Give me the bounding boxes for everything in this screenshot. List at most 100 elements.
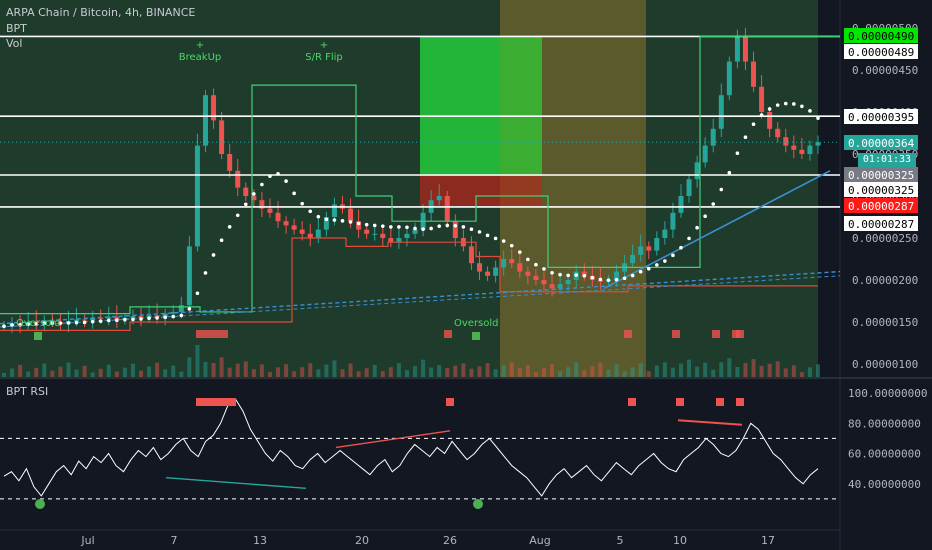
candle-body [694, 162, 700, 180]
indicator-bpt-label[interactable]: BPT [6, 22, 27, 35]
volume-bar [574, 362, 579, 377]
ma-dot [743, 135, 748, 139]
price-tag-bg [844, 135, 918, 150]
ma-dot [235, 213, 240, 218]
rsi-sell-marker [228, 398, 236, 406]
candle-body [734, 36, 740, 62]
sell-marker [624, 330, 632, 338]
volume-bar [74, 369, 79, 377]
rsi-sell-marker [676, 398, 684, 406]
ma-dot [566, 273, 570, 278]
volume-bar [413, 366, 418, 377]
candle-body [404, 233, 410, 238]
candle-body [630, 254, 636, 264]
oversold-label-2: Oversold [454, 318, 499, 329]
time-tick-label: Aug [529, 534, 550, 547]
oversold-label-1: Oversold [16, 318, 61, 329]
price-tag-label: 0.00000325 [848, 184, 914, 197]
volume-bar [727, 358, 732, 377]
volume-bar [292, 371, 297, 377]
ma-dot [203, 271, 208, 275]
time-axis[interactable]: Jul 7 13 20 26 Aug 5 10 17 [80, 534, 775, 547]
price-tick-label: 0.00000450 [852, 64, 918, 77]
volume-bar [816, 364, 820, 377]
ma-dot [66, 321, 71, 325]
rsi-tick-label: 80.00000000 [848, 417, 921, 430]
ma-dot [582, 274, 587, 278]
ma-dot [106, 318, 111, 323]
ma-dot [671, 253, 675, 258]
volume-bar [670, 367, 675, 377]
ma-dot [679, 245, 683, 250]
rsi-axis[interactable]: 100.00000000 80.00000000 60.00000000 40.000… [848, 387, 927, 491]
rsi-sell-marker [628, 398, 636, 406]
candle-body [509, 259, 515, 264]
ma-dot [429, 226, 433, 231]
candle-body [767, 112, 773, 129]
time-tick-label: 20 [355, 534, 369, 547]
price-tag-label: 0.00000287 [848, 218, 914, 231]
price-tag-label: 0.00000325 [848, 169, 914, 182]
volume-bar [179, 371, 184, 377]
time-tick-label: 17 [761, 534, 775, 547]
ma-dot [719, 187, 724, 192]
ma-dot [219, 238, 224, 243]
volume-bar [219, 357, 224, 377]
breakup-annotation: + BreakUp [178, 40, 222, 64]
candle-body [170, 311, 176, 314]
candle-body [138, 316, 144, 318]
volume-bar [469, 368, 474, 377]
ma-dot [147, 316, 151, 321]
indicator-vol-label[interactable]: Vol [6, 37, 23, 50]
candle-body [702, 145, 708, 163]
volume-bar [735, 367, 740, 377]
ma-dot [493, 236, 498, 241]
ma-dot [364, 222, 369, 227]
ma-dot [767, 107, 772, 111]
rsi-tick-label: 100.00000000 [848, 387, 927, 400]
volume-bar [485, 363, 490, 377]
volume-bar [308, 363, 313, 377]
ma-dot [276, 172, 280, 176]
candle-body [130, 316, 136, 318]
volume-bar [582, 370, 587, 377]
volume-bar [517, 368, 522, 377]
volume-bar [622, 371, 627, 377]
ma-dot [380, 224, 385, 228]
candle-body [49, 320, 55, 322]
countdown-badge: 01:01:33 [858, 153, 916, 167]
ma-dot [300, 201, 304, 206]
candle-body [654, 238, 660, 251]
ma-dot [324, 217, 329, 222]
ma-dot [598, 277, 603, 282]
price-tag-label: 0.00000287 [848, 200, 914, 213]
ma-dot [90, 319, 95, 324]
candle-body [799, 149, 805, 154]
ma-dot [816, 116, 820, 120]
ma-dot [687, 236, 691, 241]
volume-bar [662, 362, 667, 377]
resistance-step-line [0, 35, 840, 315]
volume-bar [171, 365, 176, 377]
ma-dot [58, 321, 63, 325]
volume-bar [598, 362, 603, 377]
ma-dot [2, 324, 6, 329]
ma-dot [800, 104, 804, 109]
volume-bar [646, 371, 651, 377]
volume-bar [590, 366, 595, 377]
price-tag-bg [844, 216, 918, 231]
symbol-title[interactable]: ARPA Chain / Bitcoin, 4h, BINANCE [6, 6, 196, 19]
rsi-title[interactable]: BPT RSI [6, 385, 49, 398]
volume-bar [509, 362, 514, 377]
ma-dot [42, 321, 47, 326]
candle-body [783, 137, 789, 146]
bear-divergence-line-2 [677, 419, 743, 426]
moving-average [2, 101, 820, 329]
ma-dot [445, 223, 450, 228]
ma-dot [155, 316, 159, 320]
ma-dot [332, 218, 337, 222]
volume-bar [421, 359, 426, 377]
price-tag-bg [844, 44, 918, 59]
ma-dot [590, 275, 595, 280]
bull-divergence-line [165, 477, 307, 490]
